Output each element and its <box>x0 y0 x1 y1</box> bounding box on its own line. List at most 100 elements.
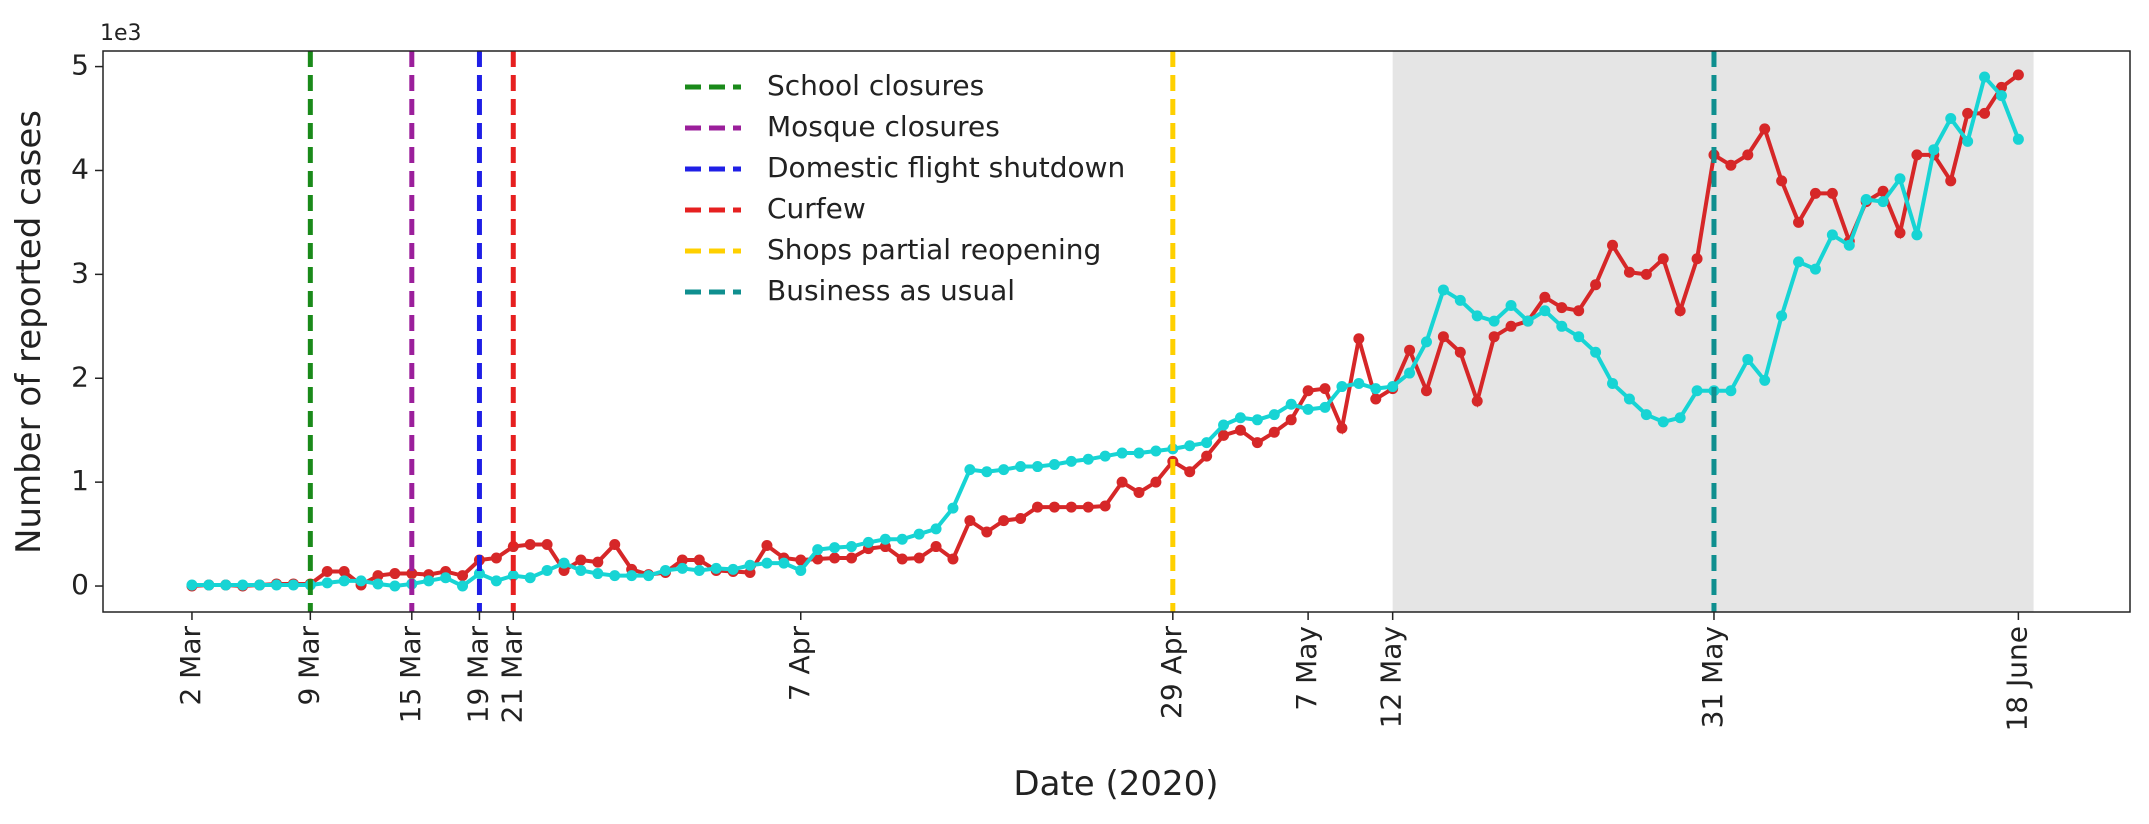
point <box>1894 227 1906 239</box>
y-tick-label: 1 <box>71 464 89 497</box>
legend-label: Domestic flight shutdown <box>767 151 1125 184</box>
x-tick-label: 29 Apr <box>1155 626 1188 719</box>
point <box>1065 501 1077 513</box>
point <box>1082 501 1094 513</box>
point <box>1725 385 1737 397</box>
point <box>1488 331 1500 343</box>
point <box>1725 159 1737 171</box>
point <box>1962 107 1974 119</box>
x-tick-label: 7 Apr <box>783 626 816 702</box>
point <box>1420 385 1432 397</box>
point <box>812 553 824 565</box>
point <box>1150 445 1162 457</box>
point <box>524 572 536 584</box>
point <box>1336 381 1348 393</box>
legend-label: Mosque closures <box>767 110 1000 143</box>
point <box>541 538 553 550</box>
legend-label: School closures <box>767 69 984 102</box>
point <box>1370 393 1382 405</box>
point <box>998 464 1010 476</box>
point <box>1454 294 1466 306</box>
point <box>1742 149 1754 161</box>
point <box>1640 268 1652 280</box>
point <box>321 577 333 589</box>
point <box>930 523 942 535</box>
point <box>913 528 925 540</box>
point <box>2012 69 2024 81</box>
point <box>795 554 807 566</box>
point <box>1759 374 1771 386</box>
point <box>507 570 519 582</box>
point <box>2012 133 2024 145</box>
point <box>1590 346 1602 358</box>
point <box>1573 331 1585 343</box>
point <box>829 542 841 554</box>
point <box>287 579 299 591</box>
y-tick-label: 0 <box>71 568 89 601</box>
point <box>575 564 587 576</box>
point <box>1302 403 1314 415</box>
point <box>1015 513 1027 524</box>
point <box>1691 385 1703 397</box>
plot-frame <box>102 50 2131 613</box>
point <box>947 553 959 565</box>
point <box>1928 144 1940 156</box>
point <box>845 541 857 553</box>
point <box>1945 113 1957 125</box>
point <box>609 570 621 582</box>
point <box>1184 440 1196 452</box>
point <box>1843 239 1855 251</box>
point <box>879 533 891 545</box>
point <box>1979 107 1991 119</box>
x-tick-label: 18 June <box>2000 626 2033 732</box>
point <box>338 575 350 587</box>
point <box>1082 453 1094 465</box>
point <box>440 572 452 584</box>
point <box>1674 305 1686 317</box>
point <box>1979 71 1991 83</box>
point <box>237 579 249 591</box>
y-tick-label: 3 <box>71 256 89 289</box>
point <box>1048 458 1060 470</box>
point <box>727 563 739 575</box>
y-axis-label: Number of reported cases <box>9 110 49 554</box>
point <box>592 556 604 568</box>
legend-label: Shops partial reopening <box>767 233 1101 266</box>
x-axis-label: Date (2020) <box>1013 764 1218 804</box>
point <box>1319 401 1331 413</box>
point <box>1437 331 1449 343</box>
point <box>1759 123 1771 135</box>
point <box>643 570 655 582</box>
point <box>592 568 604 580</box>
point <box>1877 185 1889 197</box>
point <box>1945 175 1957 187</box>
x-tick-label: 15 Mar <box>394 626 427 724</box>
point <box>693 564 705 576</box>
point <box>1048 501 1060 513</box>
point <box>1302 385 1314 397</box>
point <box>1133 447 1145 459</box>
point <box>457 580 469 592</box>
point <box>1488 315 1500 327</box>
point <box>1218 429 1230 441</box>
point <box>1404 367 1416 379</box>
point <box>795 564 807 576</box>
point <box>1184 466 1196 478</box>
point <box>1251 437 1263 449</box>
x-tick-label: 2 Mar <box>174 626 207 706</box>
point <box>1319 383 1331 395</box>
point <box>947 502 959 514</box>
point <box>203 579 215 591</box>
point <box>1268 409 1280 421</box>
point <box>490 575 502 587</box>
point <box>1911 229 1923 241</box>
point <box>1353 333 1365 345</box>
point <box>1657 416 1669 428</box>
point <box>389 580 401 592</box>
point <box>1505 320 1517 332</box>
point <box>981 466 993 478</box>
point <box>321 565 333 577</box>
point <box>271 579 283 591</box>
point <box>1809 263 1821 275</box>
point <box>1995 90 2007 102</box>
